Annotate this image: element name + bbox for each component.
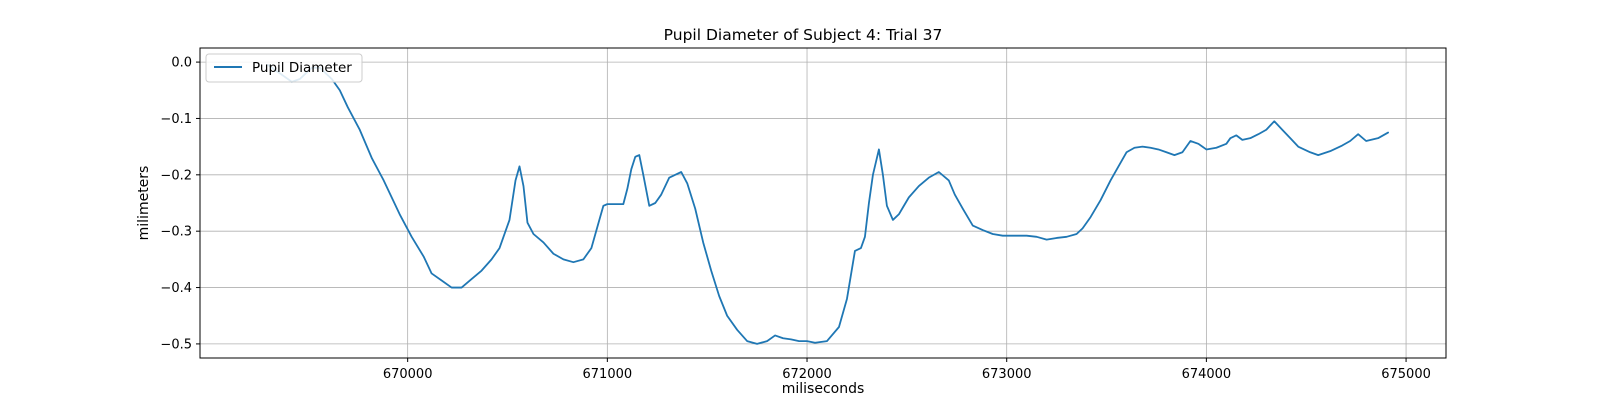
axis-ticks: 670000 671000 672000 673000 674000 675000 0.0 −… [160,56,1430,382]
series-line-pupil-diameter [266,64,1389,345]
legend-box [205,53,363,83]
y-tick-label: −0.5 [160,337,192,352]
x-tick-label: 675000 [1381,367,1431,382]
y-tick-label: 0.0 [171,56,192,71]
legend-entry-pupil-diameter: Pupil Diameter [252,60,352,76]
y-tick-label: −0.3 [160,225,192,240]
x-axis-label: miliseconds [782,381,865,397]
y-tick-label: −0.1 [160,112,192,127]
x-tick-label: 670000 [383,367,433,382]
x-tick-label: 671000 [583,367,633,382]
plot-frame [199,47,1447,359]
x-tick-label: 672000 [782,367,832,382]
series-layer [266,64,1389,345]
y-tick-label: −0.4 [160,281,192,296]
chart-title: Pupil Diameter of Subject 4: Trial 37 [664,26,943,44]
x-tick-label: 673000 [982,367,1032,382]
legend: Pupil Diameter [205,53,363,83]
grid [200,48,1446,358]
x-tick-label: 674000 [1182,367,1232,382]
y-tick-label: −0.2 [160,168,192,183]
y-axis-label: milimeters [136,166,152,241]
